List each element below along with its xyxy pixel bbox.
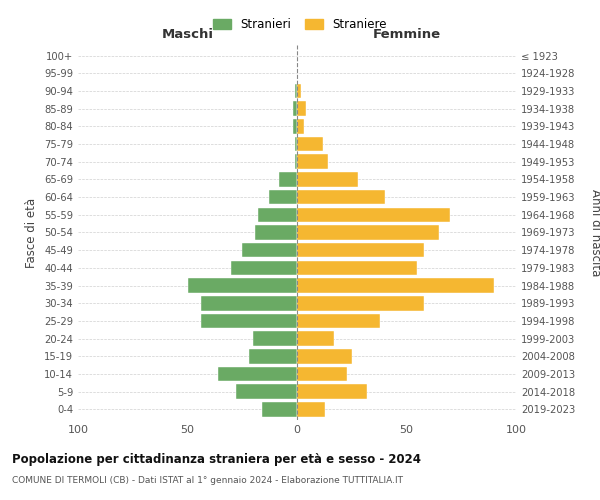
- Bar: [297, 225, 439, 240]
- Bar: [297, 154, 328, 169]
- Bar: [269, 190, 297, 204]
- Bar: [297, 260, 418, 275]
- Bar: [297, 190, 385, 204]
- Bar: [262, 402, 297, 416]
- Bar: [242, 243, 297, 258]
- Bar: [297, 102, 306, 116]
- Bar: [297, 208, 450, 222]
- Bar: [232, 260, 297, 275]
- Legend: Stranieri, Straniere: Stranieri, Straniere: [208, 14, 392, 36]
- Bar: [280, 172, 297, 186]
- Bar: [297, 349, 352, 364]
- Bar: [297, 278, 494, 293]
- Bar: [297, 119, 304, 134]
- Y-axis label: Anni di nascita: Anni di nascita: [589, 189, 600, 276]
- Bar: [297, 402, 325, 416]
- Bar: [200, 296, 297, 310]
- Bar: [218, 367, 297, 382]
- Text: Popolazione per cittadinanza straniera per età e sesso - 2024: Popolazione per cittadinanza straniera p…: [12, 452, 421, 466]
- Bar: [297, 296, 424, 310]
- Text: Maschi: Maschi: [161, 28, 214, 42]
- Bar: [253, 332, 297, 346]
- Bar: [297, 314, 380, 328]
- Y-axis label: Fasce di età: Fasce di età: [25, 198, 38, 268]
- Bar: [295, 154, 297, 169]
- Text: Femmine: Femmine: [373, 28, 440, 42]
- Bar: [256, 225, 297, 240]
- Bar: [295, 137, 297, 152]
- Bar: [293, 102, 297, 116]
- Bar: [297, 332, 334, 346]
- Bar: [257, 208, 297, 222]
- Bar: [293, 119, 297, 134]
- Bar: [295, 84, 297, 98]
- Bar: [249, 349, 297, 364]
- Bar: [297, 172, 358, 186]
- Bar: [297, 384, 367, 399]
- Bar: [187, 278, 297, 293]
- Bar: [297, 243, 424, 258]
- Bar: [236, 384, 297, 399]
- Bar: [297, 84, 301, 98]
- Bar: [200, 314, 297, 328]
- Text: COMUNE DI TERMOLI (CB) - Dati ISTAT al 1° gennaio 2024 - Elaborazione TUTTITALIA: COMUNE DI TERMOLI (CB) - Dati ISTAT al 1…: [12, 476, 403, 485]
- Bar: [297, 137, 323, 152]
- Bar: [297, 367, 347, 382]
